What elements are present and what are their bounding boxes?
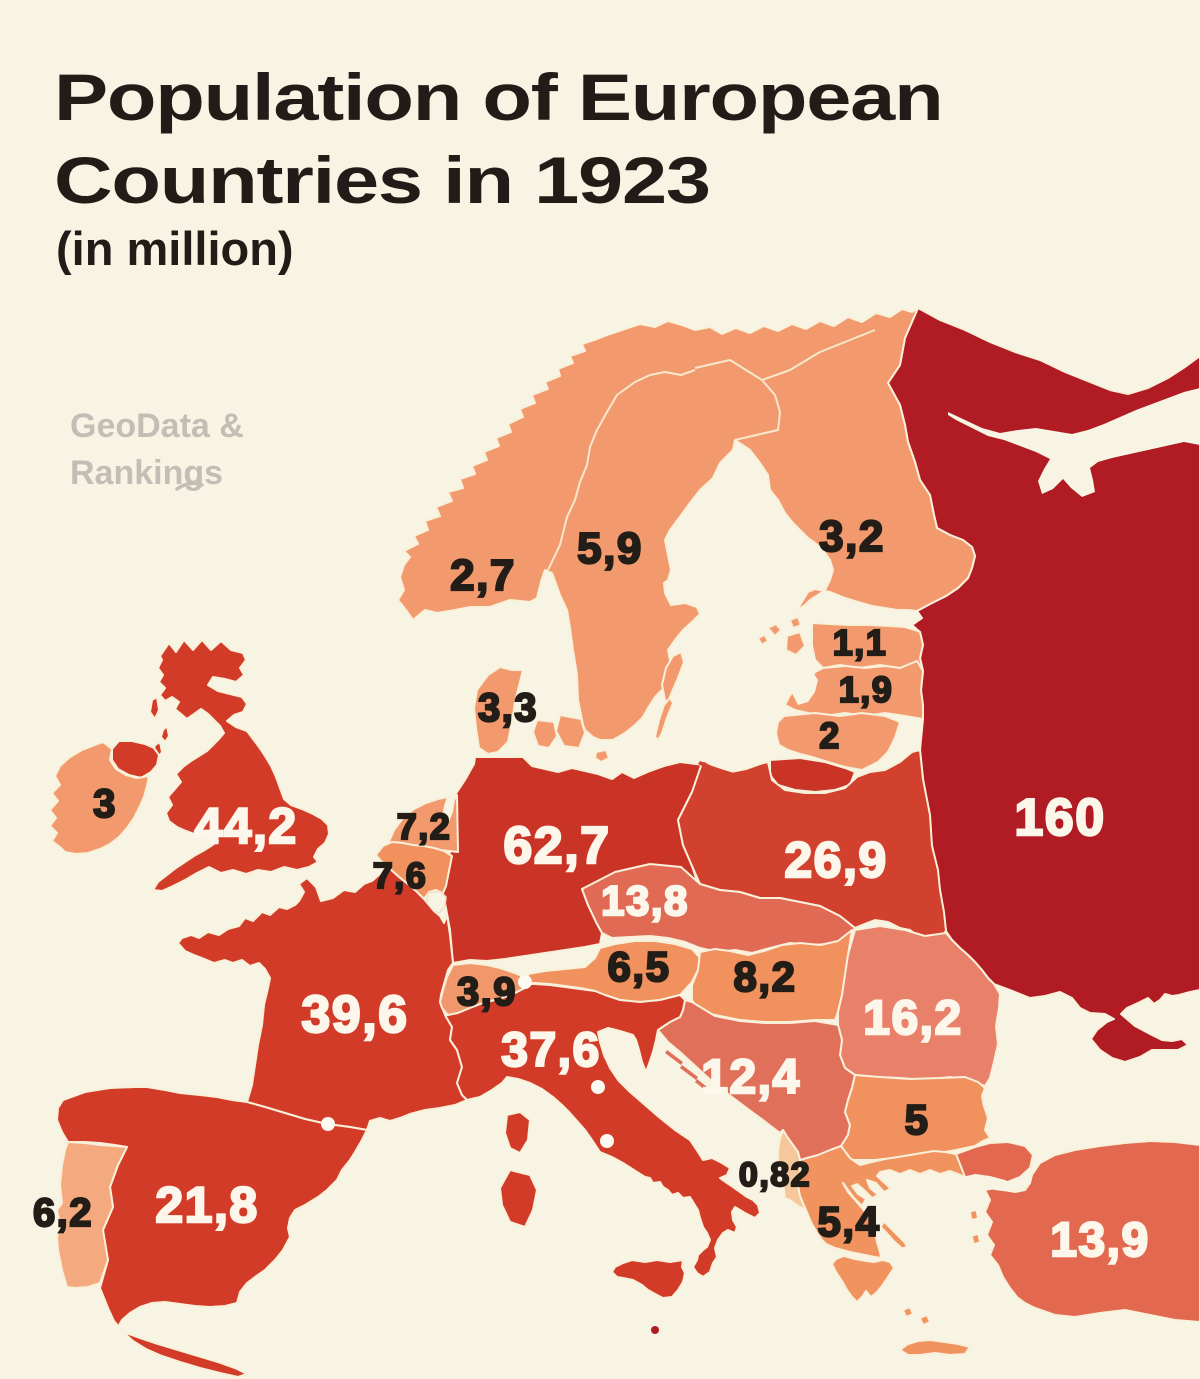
svg-text:6,2: 6,2 (33, 1191, 93, 1235)
svg-text:21,8: 21,8 (155, 1177, 258, 1233)
svg-text:13,9: 13,9 (1050, 1214, 1149, 1267)
svg-text:2,7: 2,7 (450, 551, 516, 600)
svg-text:8,2: 8,2 (734, 953, 797, 1000)
svg-text:12,4: 12,4 (701, 1051, 800, 1104)
svg-text:3,3: 3,3 (478, 686, 538, 730)
svg-text:1,9: 1,9 (839, 669, 894, 710)
svg-text:1,1: 1,1 (833, 622, 888, 663)
svg-text:6,5: 6,5 (608, 943, 671, 990)
svg-text:37,6: 37,6 (501, 1024, 600, 1077)
svg-text:62,7: 62,7 (503, 817, 610, 875)
svg-text:160: 160 (1014, 789, 1105, 847)
svg-text:0,82: 0,82 (739, 1156, 811, 1194)
svg-text:2: 2 (819, 715, 841, 756)
svg-text:44,2: 44,2 (194, 798, 297, 854)
svg-text:5,4: 5,4 (818, 1198, 881, 1245)
svg-text:5: 5 (905, 1096, 930, 1143)
svg-text:16,2: 16,2 (863, 992, 962, 1045)
svg-text:39,6: 39,6 (301, 986, 408, 1044)
svg-text:5,9: 5,9 (577, 524, 643, 573)
svg-text:13,8: 13,8 (601, 877, 689, 924)
svg-text:7,6: 7,6 (373, 855, 428, 896)
svg-text:26,9: 26,9 (784, 832, 887, 888)
svg-text:3: 3 (93, 782, 117, 826)
svg-text:7,2: 7,2 (397, 806, 452, 847)
svg-text:3,9: 3,9 (457, 970, 517, 1014)
svg-text:3,2: 3,2 (819, 512, 885, 561)
